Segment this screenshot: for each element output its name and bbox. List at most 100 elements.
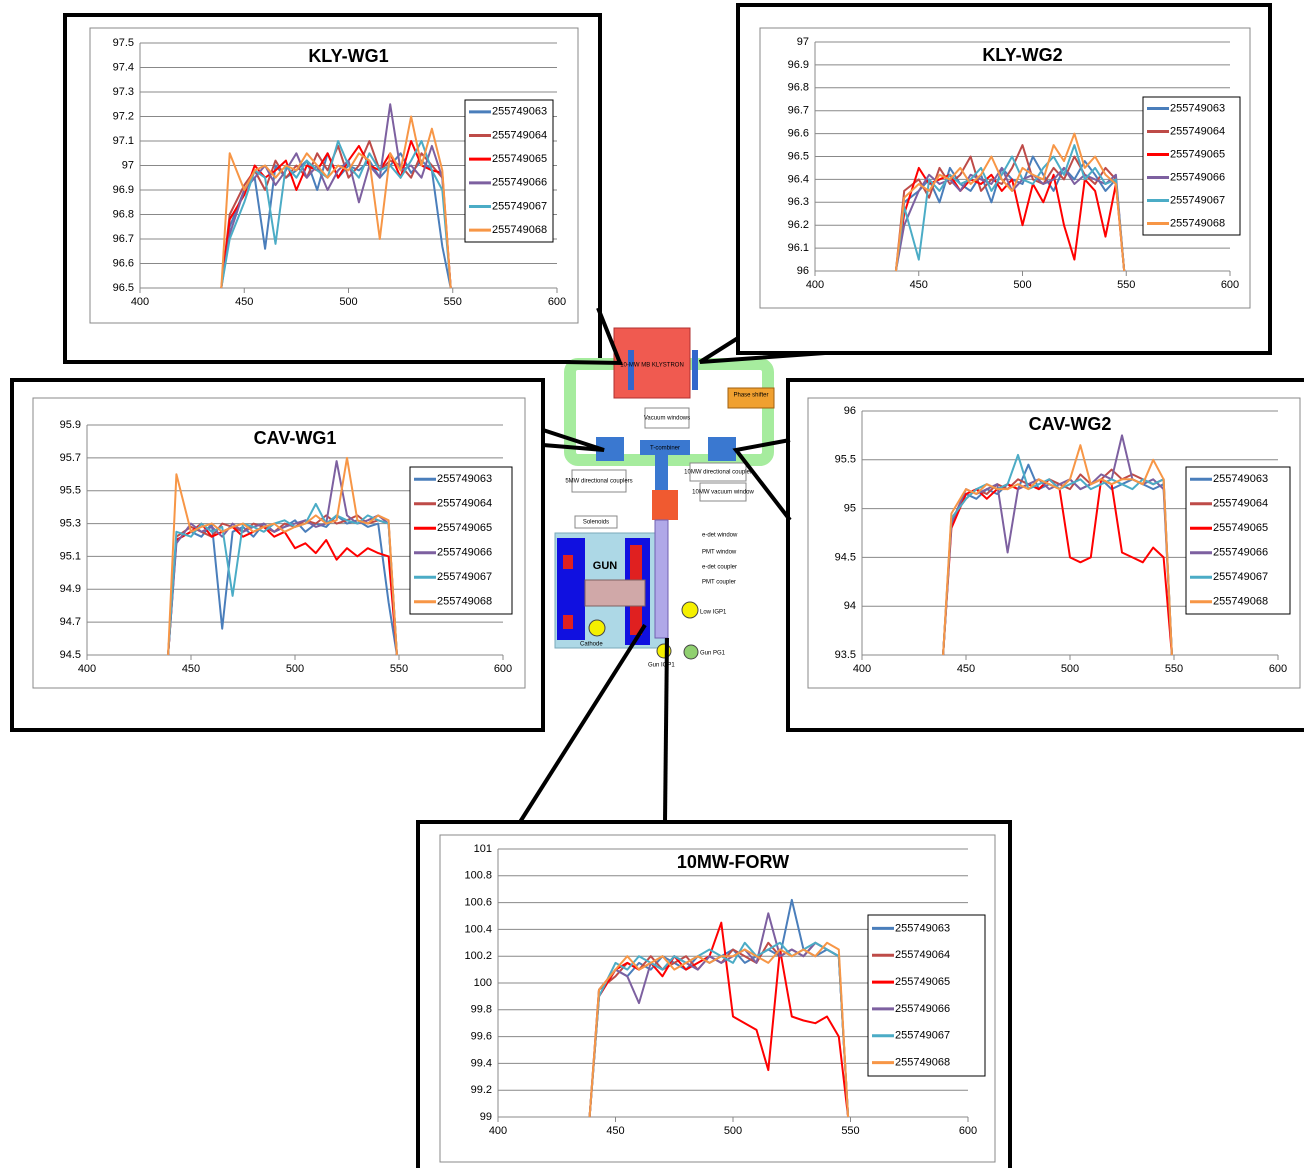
- chart-panel: 96 96.1 96.2 96.3 96.4 96.5 96.6 96.7 96.8 96.9 97…: [736, 3, 1272, 355]
- klystron: [613, 327, 691, 399]
- gauge: [683, 644, 699, 660]
- chart-panel: 99 99.2 99.4 99.6 99.8 100 100.2 100.4 100.6 100.…: [416, 820, 1012, 1168]
- y-tick-label: 97.4: [113, 61, 134, 73]
- x-tick-label: 450: [235, 296, 253, 308]
- y-tick-label: 99.2: [471, 1084, 492, 1096]
- coil: [563, 555, 573, 569]
- x-tick-label: 400: [489, 1125, 507, 1137]
- y-tick-label: 96.9: [788, 59, 809, 71]
- x-tick-label: 600: [959, 1125, 977, 1137]
- y-tick-label: 96.4: [788, 173, 809, 185]
- x-tick-label: 450: [182, 663, 200, 675]
- legend-box: [867, 914, 986, 1077]
- data-line: [220, 103, 452, 289]
- y-tick-label: 93.5: [835, 649, 856, 661]
- y-tick-label: 95: [844, 503, 856, 515]
- label-box: [571, 469, 627, 493]
- data-line: [220, 140, 452, 289]
- y-tick-label: 94.5: [835, 551, 856, 563]
- y-tick-label: 96.1: [788, 242, 809, 254]
- x-tick-label: 600: [1269, 663, 1287, 675]
- legend-label: 255749063: [437, 473, 492, 485]
- legend-label: 255749063: [492, 106, 547, 118]
- legend-label: 255749063: [895, 922, 950, 934]
- legend-label: 255749066: [1213, 547, 1268, 559]
- diagram-label: Phase shifter: [733, 393, 768, 399]
- legend-box: [409, 466, 513, 615]
- diagram-label: e-det coupler: [702, 565, 737, 571]
- legend-label: 255749065: [1170, 148, 1225, 160]
- y-tick-label: 99.8: [471, 1004, 492, 1016]
- x-tick-label: 550: [1165, 663, 1183, 675]
- window: [628, 350, 634, 390]
- coil: [563, 615, 573, 629]
- y-tick-label: 96.3: [788, 196, 809, 208]
- data-line: [588, 921, 850, 1118]
- y-tick-label: 97.1: [113, 135, 134, 147]
- legend-label: 255749065: [492, 153, 547, 165]
- phase-shifter: [727, 387, 775, 409]
- y-tick-label: 96.7: [113, 233, 134, 245]
- x-tick-label: 400: [853, 663, 871, 675]
- y-tick-label: 95.1: [60, 550, 81, 562]
- legend-label: 255749065: [895, 976, 950, 988]
- callout-tail: [663, 637, 669, 823]
- callout-tail: [542, 428, 605, 452]
- y-tick-label: 100.2: [464, 950, 492, 962]
- y-tick-label: 100.8: [464, 870, 492, 882]
- y-tick-label: 100: [474, 977, 492, 989]
- y-tick-label: 96.2: [788, 219, 809, 231]
- legend-label: 255749063: [1213, 473, 1268, 485]
- y-tick-label: 99.6: [471, 1031, 492, 1043]
- diagram-label: Cathode: [580, 642, 603, 648]
- chart-panel: 96.5 96.6 96.7 96.8 96.9 97 97.1 97.2 97.3 97.4 97…: [63, 13, 602, 364]
- chart-title: CAV-WG2: [1029, 414, 1112, 434]
- legend-label: 255749065: [1213, 522, 1268, 534]
- y-tick-label: 95.5: [835, 454, 856, 466]
- y-tick-label: 95.5: [60, 485, 81, 497]
- y-tick-label: 96.6: [113, 257, 134, 269]
- x-tick-label: 550: [841, 1125, 859, 1137]
- diagram-label: 5MW directional couplers: [565, 479, 632, 485]
- data-line: [894, 144, 1126, 272]
- y-tick-label: 95.9: [60, 419, 81, 431]
- y-tick-label: 97.3: [113, 86, 134, 98]
- beam-pipe: [654, 519, 669, 639]
- legend-label: 255749068: [1170, 217, 1225, 229]
- data-line: [220, 115, 452, 289]
- legend-label: 255749068: [1213, 596, 1268, 608]
- diagram-label: PMT coupler: [702, 580, 736, 586]
- y-tick-label: 99.4: [471, 1057, 492, 1069]
- y-tick-label: 96.8: [113, 208, 134, 220]
- y-tick-label: 97: [122, 159, 134, 171]
- window: [692, 350, 698, 390]
- legend-label: 255749066: [895, 1003, 950, 1015]
- y-tick-label: 94.9: [60, 583, 81, 595]
- t-combiner: [640, 440, 690, 455]
- y-tick-label: 95.3: [60, 517, 81, 529]
- diagram-label: Vacuum windows: [644, 416, 690, 422]
- x-tick-label: 500: [286, 663, 304, 675]
- gun-body: [584, 579, 646, 607]
- diagram-label: Solenoids: [583, 520, 609, 526]
- legend-label: 255749065: [437, 522, 492, 534]
- label-box: [644, 407, 690, 429]
- x-tick-label: 450: [910, 279, 928, 291]
- legend-label: 255749066: [437, 547, 492, 559]
- callout-tail: [732, 438, 792, 522]
- x-tick-label: 450: [606, 1125, 624, 1137]
- callout-tail: [518, 623, 647, 824]
- waveguide: [655, 455, 668, 490]
- y-tick-label: 96.5: [788, 150, 809, 162]
- legend-label: 255749068: [437, 596, 492, 608]
- x-tick-label: 600: [494, 663, 512, 675]
- legend-box: [1142, 96, 1241, 236]
- pump: [588, 619, 606, 637]
- y-tick-label: 99: [480, 1111, 492, 1123]
- chart-title: CAV-WG1: [254, 428, 337, 448]
- chart-title: KLY-WG1: [308, 46, 388, 66]
- legend-label: 255749066: [492, 177, 547, 189]
- legend-box: [464, 99, 554, 243]
- legend-box: [1185, 466, 1291, 615]
- data-line: [894, 144, 1126, 272]
